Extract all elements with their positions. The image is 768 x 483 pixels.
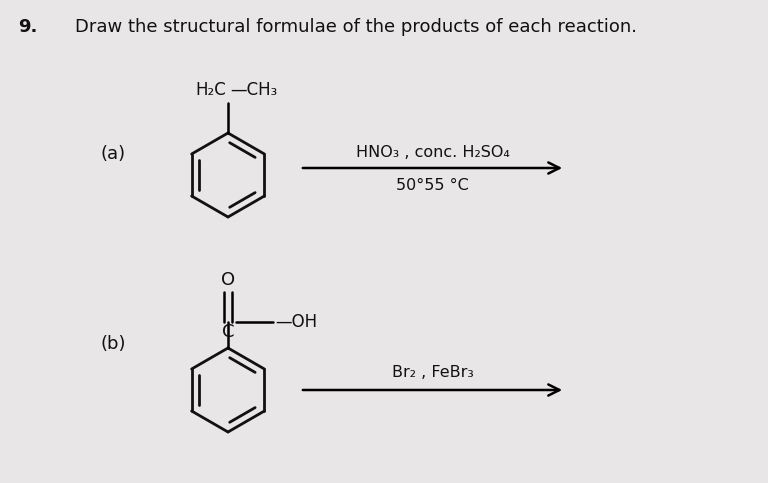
Text: HNO₃ , conc. H₂SO₄: HNO₃ , conc. H₂SO₄ [356,145,509,160]
Text: H₂C: H₂C [195,81,226,99]
Text: (a): (a) [100,145,125,163]
Text: (b): (b) [100,335,125,353]
Text: Draw the structural formulae of the products of each reaction.: Draw the structural formulae of the prod… [75,18,637,36]
Text: O: O [221,271,235,289]
Text: —OH: —OH [275,313,317,331]
Text: —CH₃: —CH₃ [230,81,277,99]
Text: 50°55 °C: 50°55 °C [396,178,469,193]
Text: Br₂ , FeBr₃: Br₂ , FeBr₃ [392,365,473,380]
Text: C: C [222,323,234,341]
Text: 9.: 9. [18,18,38,36]
